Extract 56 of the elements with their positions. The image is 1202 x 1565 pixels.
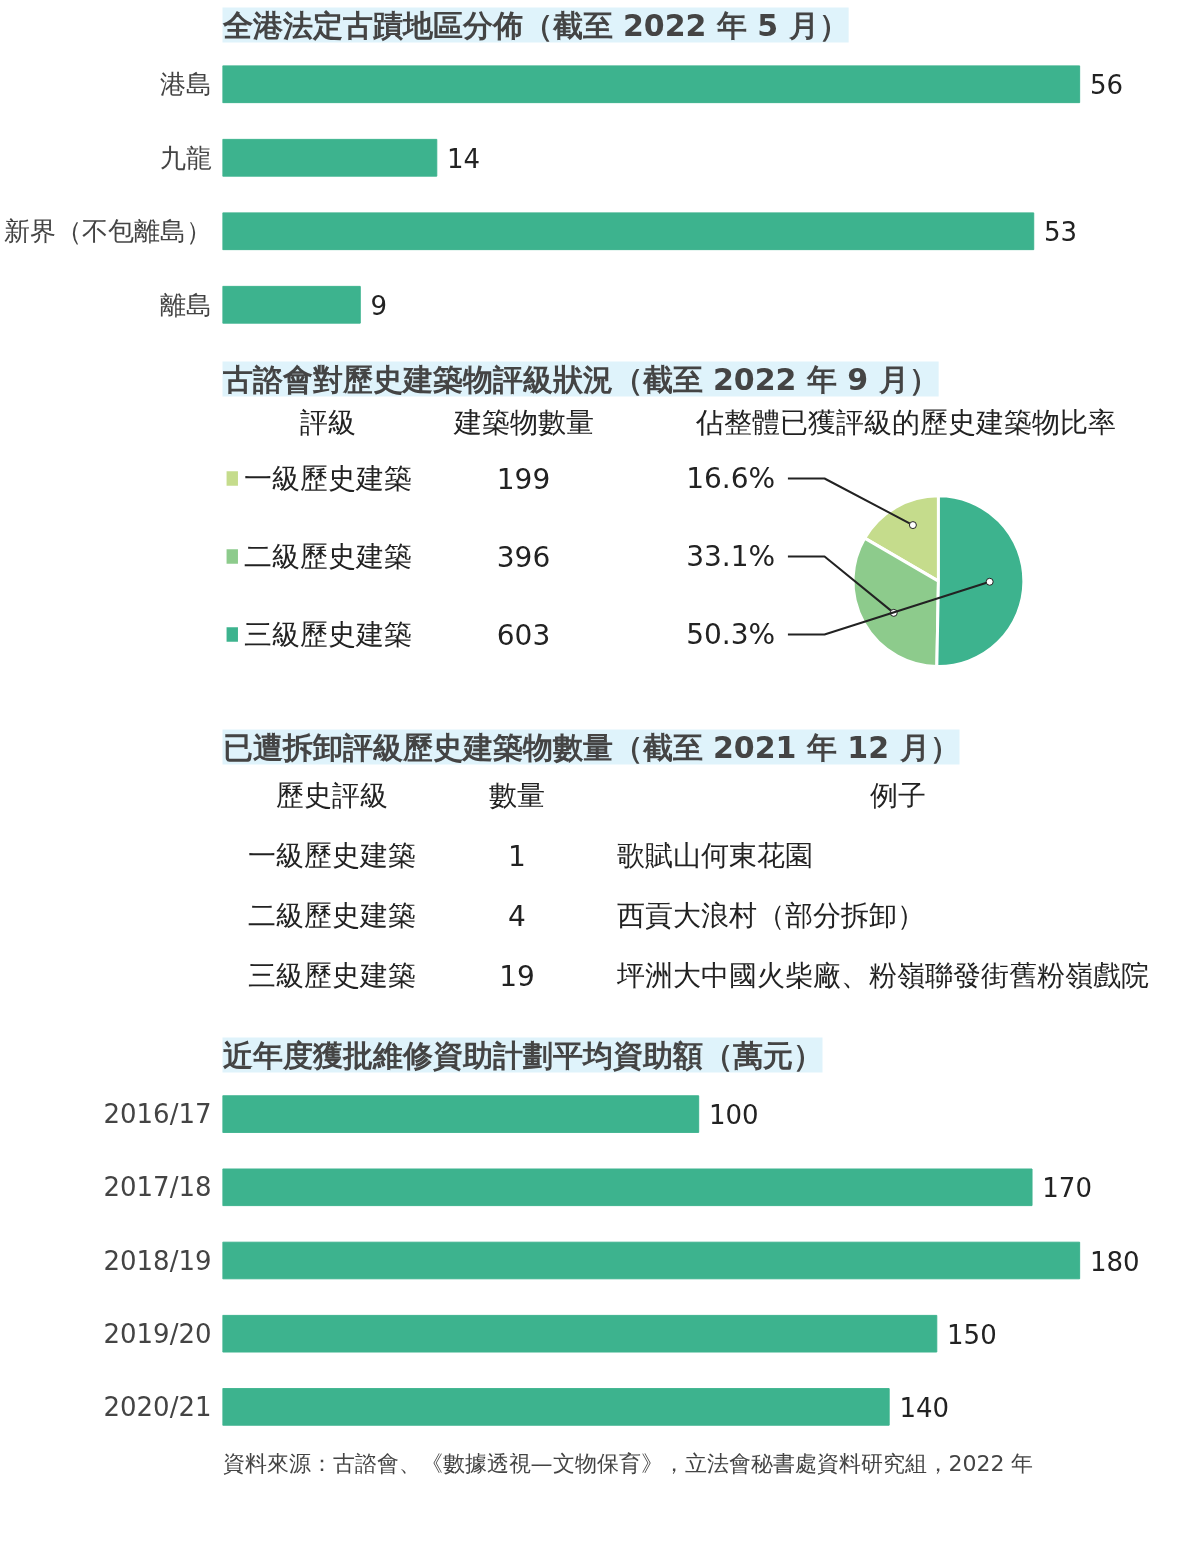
data-label: 53	[1044, 217, 1078, 248]
text: 西貢大浪村（部分拆卸）	[617, 898, 926, 932]
text: 199	[496, 463, 551, 496]
text: 396	[496, 541, 551, 575]
text: 二級歷史建築	[248, 898, 417, 932]
data-label: 56	[1089, 70, 1124, 101]
y-tick-label: 2016/17	[103, 1099, 212, 1130]
chart-title: 古諮會對歷史建築物評級狀況（截至 2022 年 9 月）	[221, 361, 939, 397]
text: 603	[496, 619, 551, 653]
y-tick-label: 離島	[159, 289, 212, 320]
legend-label: 一級歷史建築	[244, 462, 413, 495]
y-tick-label: 九龍	[159, 142, 212, 173]
y-tick-label: 新界（不包離島）	[3, 216, 212, 247]
text: 佔整體已獲評級的歷史建築物比率	[694, 405, 1116, 439]
y-tick-label: 2017/18	[103, 1172, 212, 1203]
chart-title: 近年度獲批維修資助計劃平均資助額（萬元）	[222, 1037, 823, 1073]
y-tick-label: 2020/21	[103, 1391, 212, 1422]
bar	[222, 1241, 1081, 1280]
data-label: 140	[899, 1392, 950, 1423]
data-label: 14	[447, 143, 481, 174]
text: 已遭拆卸評級歷史建築物數量（截至 2021 年 12 月）	[222, 729, 960, 765]
y-tick-label: 港島	[159, 69, 212, 100]
text: 歷史評級	[276, 778, 389, 812]
text: 數量	[489, 778, 546, 812]
data-label: 150	[947, 1319, 997, 1350]
text: 歌賦山何東花園	[617, 838, 814, 872]
bar	[222, 1095, 700, 1133]
bar	[222, 1168, 1033, 1207]
chart-title: 全港法定古蹟地區分佈（截至 2022 年 5 月）	[221, 7, 849, 43]
data-label: 100	[708, 1100, 759, 1131]
data-label: 9	[370, 290, 388, 321]
text: 1	[508, 839, 526, 873]
bar	[222, 138, 438, 177]
text: 評級	[300, 405, 357, 439]
source-note: 資料來源：古諮會、《數據透視—文物保育》，立法會秘書處資料研究組，2022 年	[222, 1450, 1034, 1476]
text: 例子	[869, 778, 926, 812]
text: 19	[499, 959, 535, 993]
text: 一級歷史建築	[248, 838, 417, 872]
y-tick-label: 2019/20	[103, 1318, 212, 1349]
bar	[222, 285, 361, 324]
y-tick-label: 2018/19	[103, 1245, 212, 1276]
data-label: 50.3%	[686, 618, 776, 652]
legend-label: 三級歷史建築	[244, 618, 413, 652]
data-label: 16.6%	[686, 462, 776, 495]
legend-label: 二級歷史建築	[244, 540, 413, 574]
text: 三級歷史建築	[248, 958, 417, 992]
bar	[222, 1314, 938, 1353]
bar	[222, 1388, 890, 1426]
text: 坪洲大中國火柴廠、粉嶺聯發街舊粉嶺戲院	[616, 958, 1150, 992]
data-label: 170	[1042, 1173, 1092, 1204]
text: 4	[508, 899, 526, 933]
data-label: 33.1%	[686, 540, 776, 574]
bar	[222, 212, 1035, 251]
bar	[222, 65, 1081, 104]
text: 建築物數量	[452, 405, 594, 439]
data-label: 180	[1089, 1246, 1140, 1277]
